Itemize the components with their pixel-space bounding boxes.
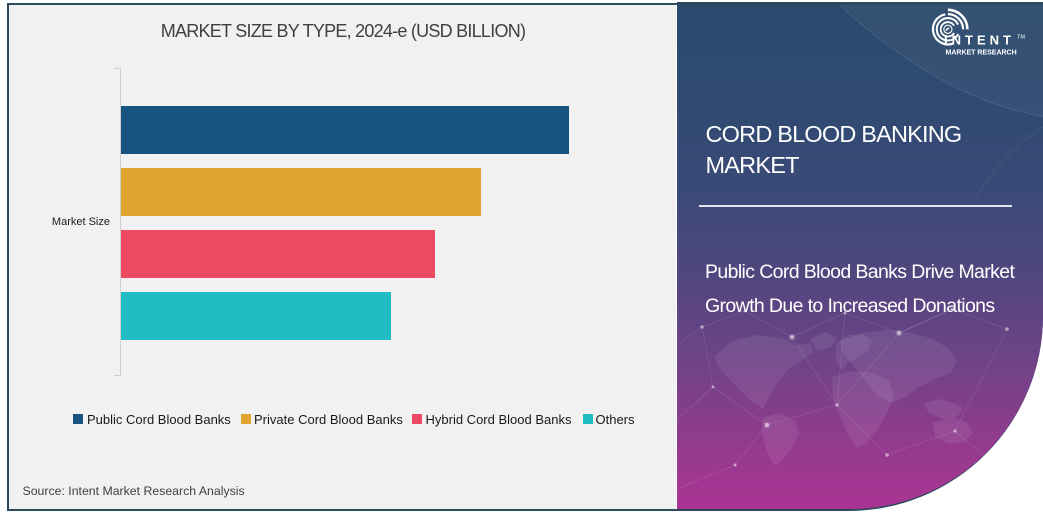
svg-text:INTENT: INTENT bbox=[944, 32, 1015, 47]
svg-text:MARKET RESEARCH: MARKET RESEARCH bbox=[945, 49, 1016, 56]
svg-text:TM: TM bbox=[1017, 34, 1025, 40]
